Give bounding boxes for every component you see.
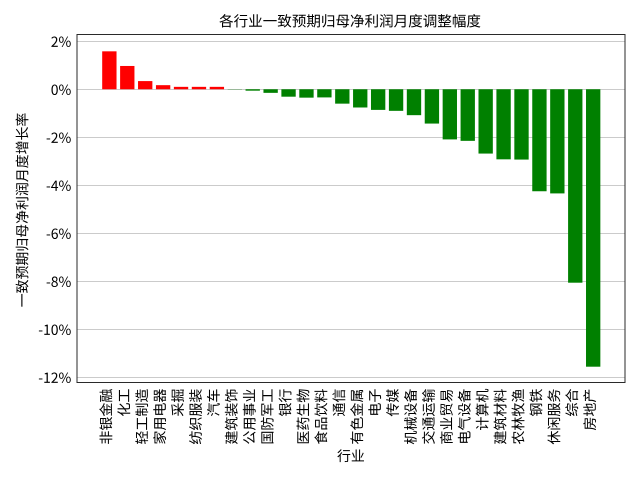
bar [568, 89, 583, 283]
bar [281, 89, 296, 97]
bar [353, 89, 368, 108]
bar [138, 81, 153, 90]
bar [442, 89, 457, 140]
bar [496, 89, 511, 160]
bar [460, 89, 475, 141]
bar [102, 51, 117, 90]
bar [514, 89, 529, 160]
bar [550, 89, 565, 194]
bar [263, 89, 278, 93]
bar [209, 86, 225, 90]
bar [388, 89, 404, 111]
bar [120, 65, 135, 90]
bar [424, 89, 440, 124]
bar [299, 89, 314, 98]
bar [478, 89, 493, 154]
bars [102, 51, 601, 367]
bar [173, 86, 189, 90]
bar [155, 85, 171, 90]
bar [317, 89, 332, 98]
bar [335, 89, 350, 104]
bar [370, 89, 386, 110]
plot-border [76, 34, 626, 383]
bar [245, 89, 260, 91]
bar [532, 89, 547, 192]
bar [191, 86, 207, 90]
bar [406, 89, 422, 116]
bar [586, 89, 601, 367]
